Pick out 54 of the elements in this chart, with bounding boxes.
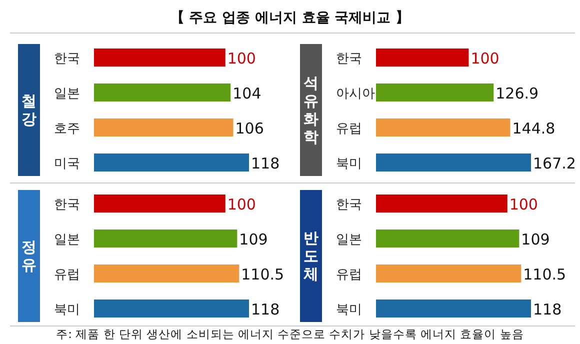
bar	[94, 84, 231, 102]
y-tick-label: 북미	[336, 156, 362, 172]
y-tick-label: 일본	[54, 232, 80, 248]
y-tick-label: 한국	[336, 198, 362, 212]
bar	[94, 48, 226, 66]
text: 철강	[22, 92, 36, 128]
data-label: 106	[235, 120, 264, 138]
data-label: 110.5	[523, 266, 566, 284]
data-label: 104	[232, 84, 262, 102]
data-label: 126.9	[496, 84, 539, 102]
data-label: 118	[251, 300, 280, 318]
bar	[94, 230, 238, 248]
bar	[94, 154, 249, 172]
text: 정유	[22, 238, 36, 274]
y-tick-label: 한국	[336, 52, 362, 66]
bar	[94, 194, 226, 212]
y-tick-label: 북미	[336, 302, 362, 318]
bar	[376, 118, 510, 136]
y-tick-label: 유럽	[336, 122, 362, 136]
data-label: 109	[239, 230, 268, 248]
y-tick-label: 일본	[54, 86, 80, 102]
bar	[94, 264, 240, 282]
data-label: 100	[227, 196, 256, 214]
data-label: 100	[470, 50, 500, 68]
bar	[94, 118, 234, 136]
text: 【 주요 업종 에너지 효율 국제비교 】	[170, 10, 410, 26]
y-tick-label: 호주	[54, 122, 80, 136]
y-tick-label: 한국	[54, 198, 80, 212]
y-tick-label: 북미	[54, 302, 80, 318]
bar	[376, 48, 469, 66]
y-tick-label: 유럽	[336, 268, 362, 282]
bar	[376, 154, 531, 172]
data-label: 118	[533, 300, 562, 318]
data-label: 100	[227, 50, 256, 68]
y-tick-label: 유럽	[54, 268, 80, 282]
data-label: 100	[509, 196, 538, 214]
data-label: 167.2	[533, 154, 576, 172]
bar	[376, 300, 531, 318]
y-tick-label: 한국	[54, 52, 80, 66]
bar	[376, 84, 494, 102]
bar	[376, 230, 520, 248]
bar	[376, 194, 508, 212]
data-label: 118	[251, 154, 280, 172]
bar	[94, 300, 249, 318]
y-tick-label: 미국	[54, 156, 80, 172]
text: 반도체	[302, 229, 318, 283]
data-label: 144.8	[512, 120, 556, 138]
data-label: 109	[521, 230, 550, 248]
annotation: 주: 제품 한 단위 생산에 소비되는 에너지 수준으로 수치가 낮을수록 에너지 효율이 높음	[56, 327, 524, 341]
bar	[376, 264, 522, 282]
data-label: 110.5	[241, 266, 284, 284]
y-tick-label: 일본	[336, 232, 362, 248]
text: 석유화학	[304, 74, 318, 146]
y-tick-label: 아시아	[336, 86, 375, 102]
